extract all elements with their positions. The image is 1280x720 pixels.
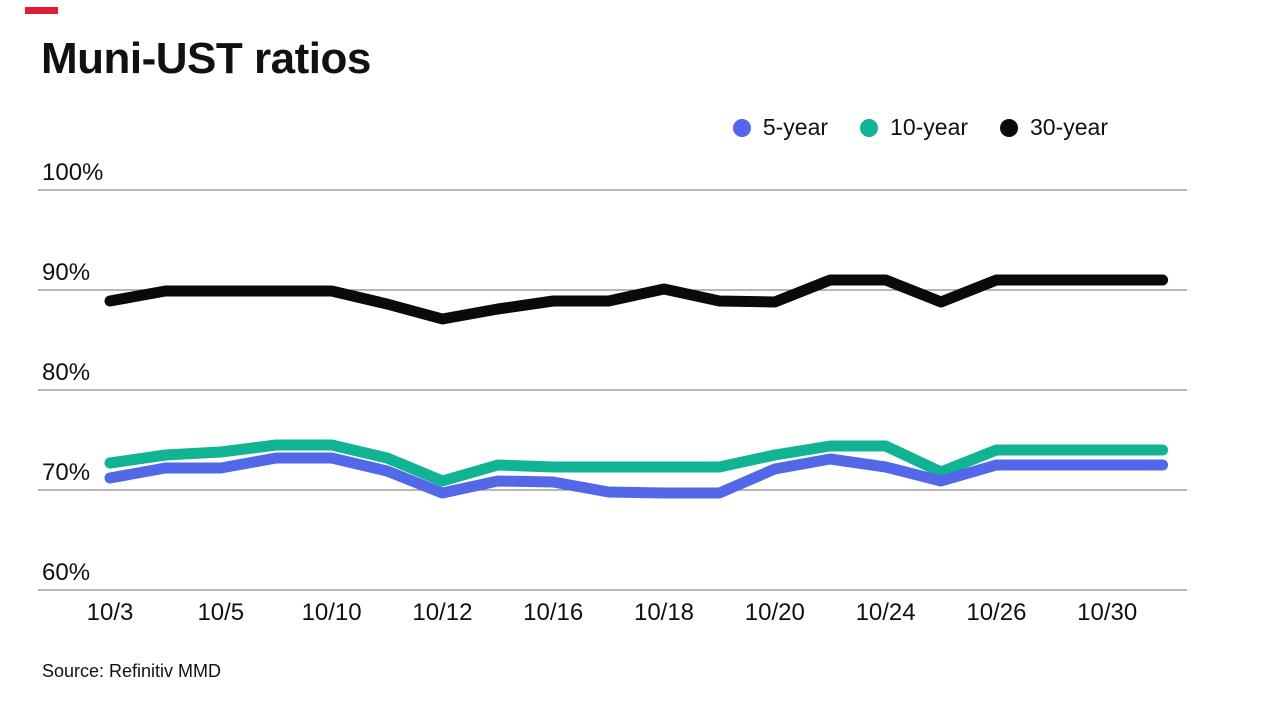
source-note: Source: Refinitiv MMD <box>42 661 222 681</box>
gridlines <box>38 189 1187 591</box>
x-tick-label: 10/3 <box>86 599 134 626</box>
y-tick-label: 80% <box>42 359 91 386</box>
brand-accent-dash <box>25 7 58 14</box>
legend-item-5-year: 5-year <box>732 114 829 141</box>
x-tick-label: 10/18 <box>633 599 695 626</box>
x-tick-label: 10/16 <box>523 599 584 626</box>
legend-item-30-year: 30-year <box>1000 114 1108 141</box>
legend-label: 5-year <box>762 114 829 140</box>
series-line-5-year <box>104 452 1169 499</box>
y-tick-label: 60% <box>42 559 91 586</box>
x-tick-label: 10/30 <box>1077 599 1138 626</box>
legend-dot-30-year-icon <box>1000 118 1019 137</box>
legend-dot-5-year-icon <box>732 118 751 137</box>
chart-title: Muni-UST ratios <box>41 34 371 83</box>
series-line-10-year <box>104 439 1169 487</box>
legend-label: 10-year <box>890 114 969 140</box>
x-tick-label: 10/12 <box>412 599 473 626</box>
legend-dot-10-year-icon <box>860 118 879 137</box>
series-line-30-year <box>104 274 1169 325</box>
x-tick-label: 10/26 <box>966 599 1027 626</box>
x-tick-label: 10/20 <box>744 599 805 626</box>
x-tick-label: 10/10 <box>301 599 362 626</box>
chart-legend: 5-year 10-year 30-year <box>732 114 1108 141</box>
x-tick-label: 10/24 <box>855 599 916 626</box>
legend-item-10-year: 10-year <box>860 114 968 141</box>
legend-label: 30-year <box>1030 114 1108 140</box>
y-tick-label: 90% <box>42 259 91 286</box>
y-tick-label: 70% <box>42 459 91 486</box>
y-tick-label: 100% <box>42 159 104 186</box>
x-tick-label: 10/5 <box>197 599 245 626</box>
